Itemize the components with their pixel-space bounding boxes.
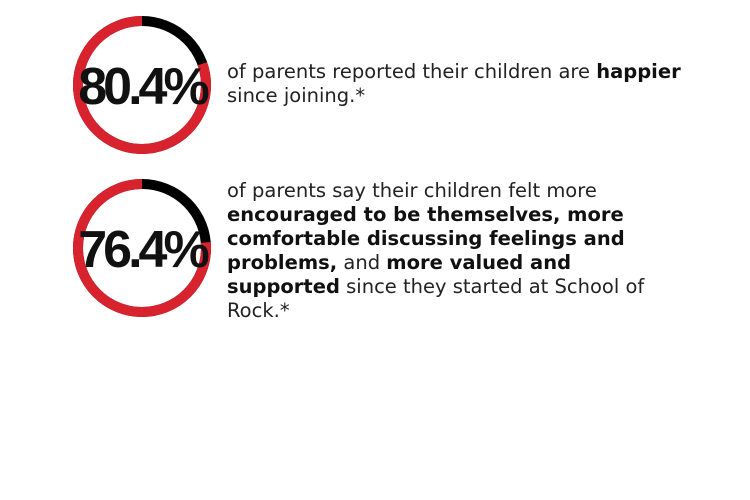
donut-value-arc xyxy=(73,16,211,154)
percentage-label: 80.4% xyxy=(78,58,208,116)
description-text: of parents say their children felt more xyxy=(227,179,597,202)
description-emphasis: happier xyxy=(596,60,681,83)
percentage-label: 76.4% xyxy=(78,221,208,279)
donut-value-arc xyxy=(73,179,211,317)
description-emphasis: encouraged to be themselves, more comfor… xyxy=(227,203,625,274)
description-text: and xyxy=(337,251,387,274)
description-text: since they started at School of Rock.* xyxy=(227,275,645,322)
donut-chart: 76.4% xyxy=(67,173,217,323)
stat-description: of parents say their children felt more … xyxy=(227,179,687,323)
donut-chart: 80.4% xyxy=(67,10,217,160)
description-text: since joining.* xyxy=(227,84,366,107)
stat-description: of parents reported their children are h… xyxy=(227,60,687,108)
stat-block-encouraged: 76.4% of parents say their children felt… xyxy=(67,173,727,323)
description-text: of parents reported their children are xyxy=(227,60,597,83)
stat-block-happier: 80.4% of parents reported their children… xyxy=(67,10,727,160)
donut-svg: 76.4% xyxy=(73,179,212,317)
description-emphasis: more valued and supported xyxy=(227,251,572,298)
donut-svg: 80.4% xyxy=(73,16,212,154)
